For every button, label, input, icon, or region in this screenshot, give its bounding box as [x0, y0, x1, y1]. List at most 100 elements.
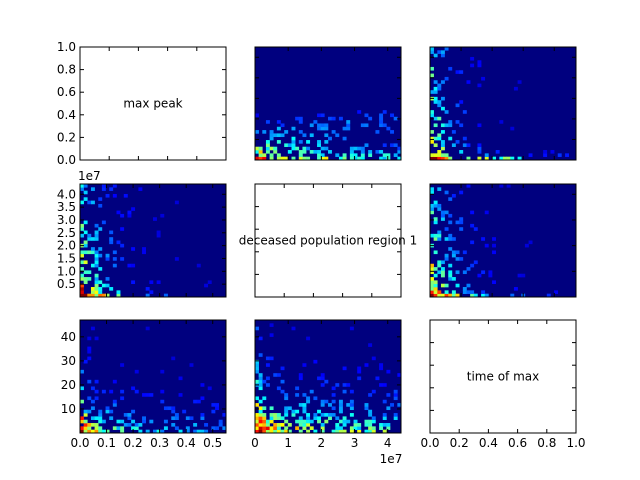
heatmap-cell [386, 156, 391, 161]
heatmap-cell [338, 156, 343, 161]
heatmap-cell [200, 383, 205, 387]
heatmap-cell [80, 184, 84, 188]
y-tick-label: 1.0 [57, 264, 76, 278]
heatmap-cell [353, 146, 358, 151]
y-tick-label: 4.0 [57, 187, 76, 201]
heatmap-cell [306, 146, 311, 151]
heatmap-cell [451, 143, 456, 147]
y-tick-label: 30 [61, 354, 76, 368]
heatmap-cell [101, 429, 106, 434]
heatmap-cell [448, 136, 453, 141]
x-tick-label: 2 [318, 436, 326, 450]
heatmap-cell [80, 187, 84, 191]
heatmap-cell [440, 156, 445, 161]
heatmap-cell [338, 116, 343, 121]
heatmap-cell [382, 413, 387, 417]
heatmap-cell [488, 273, 493, 278]
heatmap-cell [280, 366, 285, 371]
heatmap-cell [371, 389, 376, 394]
heatmap-cell [109, 230, 114, 235]
heatmap-cell [437, 187, 442, 191]
heatmap-cell [120, 426, 125, 430]
heatmap-cell [353, 423, 358, 427]
heatmap-cell [90, 250, 95, 255]
heatmap-cell [80, 386, 84, 391]
y-tick-label: 0.2 [57, 130, 76, 144]
heatmap-cell [101, 187, 106, 191]
heatmap-cell [466, 267, 471, 271]
heatmap-cell [298, 156, 303, 161]
heatmap-cell [382, 153, 387, 157]
heatmap-cell [379, 123, 384, 128]
heatmap-cell [134, 369, 139, 374]
heatmap-cell [433, 280, 438, 284]
heatmap-cell [462, 143, 467, 147]
heatmap-cell [280, 123, 285, 128]
heatmap-cell [276, 413, 281, 417]
heatmap-cell [433, 156, 438, 161]
heatmap-cell [302, 150, 307, 154]
heatmap-cell [499, 184, 504, 188]
heatmap-cell [80, 273, 84, 278]
heatmap-cell [218, 419, 223, 424]
heatmap-cell [506, 156, 511, 161]
heatmap-cell [368, 150, 373, 154]
heatmap-cell [127, 263, 132, 268]
heatmap-cell [276, 133, 281, 138]
heatmap-cell [440, 153, 445, 157]
heatmap-cell [265, 423, 270, 427]
heatmap-cell [306, 140, 311, 144]
heatmap-cell [433, 293, 438, 298]
heatmap-cell [466, 283, 471, 288]
heatmap-cell [440, 210, 445, 215]
heatmap-cell [448, 233, 453, 238]
heatmap-cell [174, 416, 179, 420]
heatmap-cell [160, 429, 165, 434]
heatmap-cell [83, 429, 88, 434]
heatmap-cell [317, 153, 321, 157]
heatmap-cell [160, 399, 165, 404]
heatmap-cell [349, 426, 354, 430]
heatmap-cell [131, 263, 136, 268]
heatmap-cell [320, 146, 325, 151]
heatmap-cell [357, 429, 362, 434]
heatmap-cell [444, 257, 449, 261]
heatmap-cell [298, 150, 303, 154]
heatmap-cell [284, 143, 289, 147]
y-tick-label: 2.0 [57, 239, 76, 253]
heatmap-cell [459, 150, 464, 154]
heatmap-cell [90, 287, 95, 291]
heatmap-cell [546, 293, 551, 298]
heatmap-cell [477, 63, 482, 68]
heatmap-cell [284, 156, 289, 161]
heatmap-cell [357, 369, 362, 374]
heatmap-cell [160, 389, 165, 394]
heatmap-cell [437, 156, 442, 161]
heatmap-cell [291, 413, 296, 417]
heatmap-cell [477, 60, 482, 64]
heatmap-cell [386, 153, 391, 157]
heatmap-cell [265, 363, 270, 367]
heatmap-cell [295, 409, 300, 414]
heatmap-cell [98, 293, 103, 298]
heatmap-cell [265, 150, 270, 154]
heatmap-cell [127, 210, 132, 215]
x-tick-label: 0.0 [420, 436, 439, 450]
heatmap-cell [127, 416, 132, 420]
heatmap-cell [258, 426, 263, 430]
heatmap-cell [298, 116, 303, 121]
heatmap-cell [265, 146, 270, 151]
heatmap-cell [448, 270, 453, 275]
heatmap-cell [291, 326, 296, 331]
heatmap-cell [510, 293, 515, 298]
axes-frame [429, 183, 577, 298]
heatmap-cell [83, 190, 88, 195]
heatmap-cell [80, 369, 84, 374]
heatmap-cell [98, 413, 103, 417]
heatmap-cell [440, 260, 445, 265]
heatmap-cell [481, 293, 486, 298]
heatmap-cell [430, 267, 434, 271]
heatmap-cell [379, 116, 384, 121]
heatmap-cell [145, 287, 150, 291]
